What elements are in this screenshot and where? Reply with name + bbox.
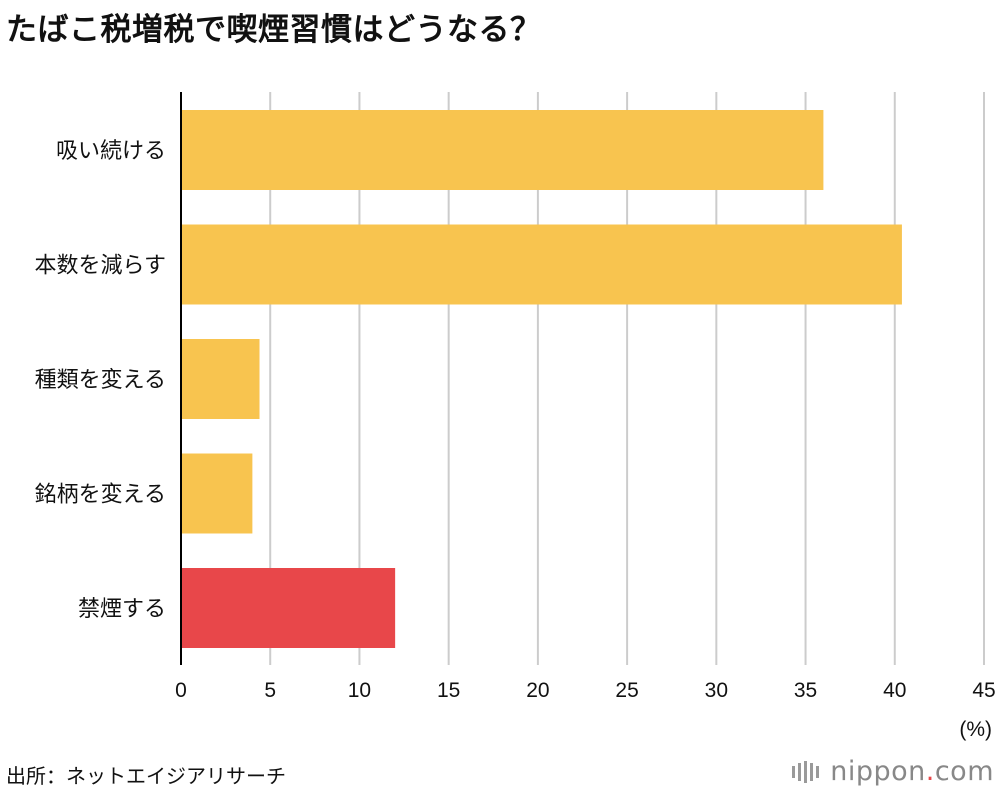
category-label: 吸い続ける xyxy=(56,139,166,164)
logo-bars-icon xyxy=(792,760,822,783)
bar xyxy=(181,339,260,419)
bar xyxy=(181,453,253,534)
unit-label: (%) xyxy=(959,718,992,741)
x-tick-label: 45 xyxy=(972,679,995,702)
chart-title: たばこ税増税で喫煙習慣はどうなる？ xyxy=(6,12,542,48)
x-tick-label: 20 xyxy=(526,679,549,702)
x-tick-label: 15 xyxy=(437,679,460,702)
category-label: 銘柄を変える xyxy=(35,483,166,508)
x-tick-label: 30 xyxy=(705,679,728,702)
source-note: 出所：ネットエイジアリサーチ xyxy=(6,764,286,788)
x-tick-label: 0 xyxy=(175,679,187,702)
bar xyxy=(181,568,396,648)
logo-name: nippon xyxy=(830,756,926,787)
category-label: 禁煙する xyxy=(78,597,166,622)
x-tick-label: 5 xyxy=(264,679,276,702)
x-tick-label: 10 xyxy=(348,679,371,702)
nippon-logo: nippon. com xyxy=(792,756,994,787)
bar xyxy=(181,110,824,190)
category-label: 本数を減らす xyxy=(34,254,166,279)
category-label: 種類を変える xyxy=(35,368,166,393)
bar xyxy=(181,224,902,305)
x-tick-label: 25 xyxy=(615,679,638,702)
x-tick-label: 40 xyxy=(883,679,906,702)
x-tick-label: 35 xyxy=(794,679,817,702)
logo-dot: . xyxy=(925,756,935,787)
logo-suffix: com xyxy=(934,756,994,787)
